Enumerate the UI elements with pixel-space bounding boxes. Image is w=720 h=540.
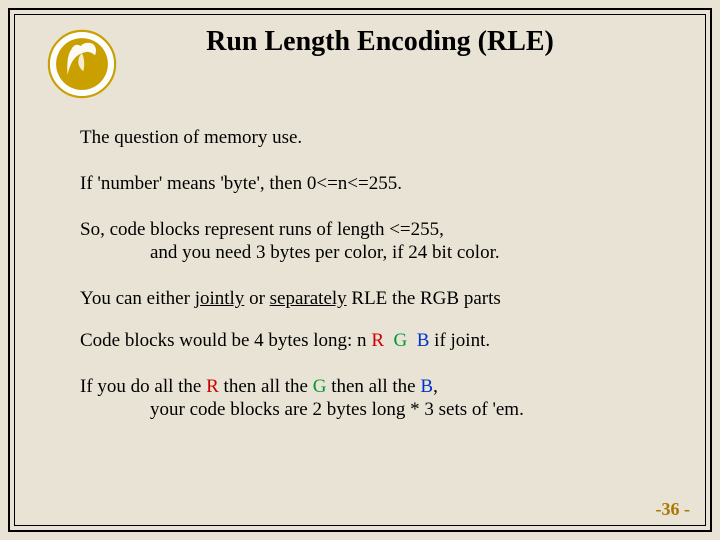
g-label: G: [394, 330, 408, 351]
para-4bytes: Code blocks would be 4 bytes long: n R G…: [80, 329, 682, 353]
slide-body: The question of memory use. If 'number' …: [80, 126, 682, 444]
para-byte-range: If 'number' means 'byte', then 0<=n<=255…: [80, 172, 682, 196]
pegasus-seal-logo: [46, 28, 118, 100]
text-indent: and you need 3 bytes per color, if 24 bi…: [80, 241, 682, 265]
text: RLE the RGB parts: [347, 288, 501, 309]
r-label: R: [206, 376, 219, 397]
b-label: B: [417, 330, 430, 351]
text: then all the: [219, 376, 313, 397]
r-label: R: [371, 330, 384, 351]
g-label: G: [313, 376, 327, 397]
text: if joint.: [429, 330, 490, 351]
text: or: [244, 288, 269, 309]
slide-content: Run Length Encoding (RLE) The question o…: [18, 18, 702, 522]
b-label: B: [420, 376, 433, 397]
text: So, code blocks represent runs of length…: [80, 219, 444, 240]
para-separate-rgb: If you do all the R then all the G then …: [80, 375, 682, 423]
page-number: -36 -: [656, 499, 691, 520]
para-memory: The question of memory use.: [80, 126, 682, 150]
text: Code blocks would be 4 bytes long: n: [80, 330, 371, 351]
jointly-label: jointly: [195, 288, 245, 309]
slide-title: Run Length Encoding (RLE): [58, 18, 702, 58]
separately-label: separately: [270, 288, 347, 309]
para-joint-separate: You can either jointly or separately RLE…: [80, 287, 682, 311]
text: If you do all the: [80, 376, 206, 397]
text: ,: [433, 376, 438, 397]
text: You can either: [80, 288, 195, 309]
text-indent: your code blocks are 2 bytes long * 3 se…: [80, 398, 682, 422]
text: then all the: [326, 376, 420, 397]
para-code-blocks: So, code blocks represent runs of length…: [80, 218, 682, 266]
